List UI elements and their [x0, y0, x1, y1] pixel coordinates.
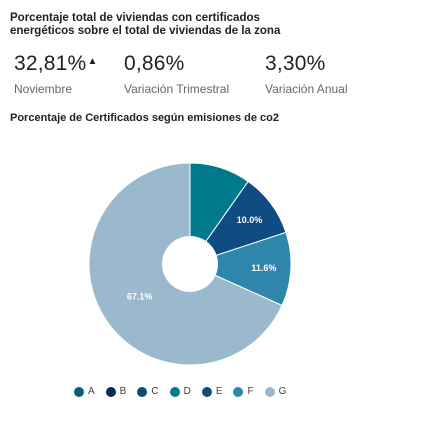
page-title: Porcentaje total de viviendas con certif…	[10, 12, 281, 37]
legend-label-F: F	[247, 386, 254, 397]
legend-label-E: E	[215, 386, 223, 397]
legend-dot-G	[264, 386, 275, 397]
triangle-up-icon: ▲	[87, 56, 98, 67]
pie-slice-F[interactable]	[188, 231, 292, 307]
legend-label-B: B	[119, 386, 127, 397]
legend-item-C[interactable]: C	[137, 386, 159, 397]
pie-label-G: 67.1%	[127, 292, 153, 302]
legend-dot-F	[233, 386, 244, 397]
stat-label-quarterly: Variación Trimestral	[124, 82, 230, 96]
legend-label-G: G	[278, 386, 287, 397]
legend-item-G[interactable]: G	[264, 386, 287, 397]
legend-label-D: D	[183, 386, 191, 397]
legend-dot-C	[137, 386, 148, 397]
stat-value-annual: 3,30%	[265, 52, 326, 75]
pie-label-E: 10.0%	[237, 215, 263, 225]
legend-dot-E	[201, 386, 212, 397]
legend-label-C: C	[151, 386, 159, 397]
legend-item-A[interactable]: A	[74, 386, 95, 397]
legend-dot-D	[169, 386, 180, 397]
stat-label-month: Noviembre	[14, 82, 73, 96]
stat-value-quarterly: 0,86%	[124, 52, 185, 75]
legend-label-A: A	[88, 386, 95, 397]
legend-item-E[interactable]: E	[201, 386, 223, 397]
chart-title: Porcentaje de Certificados según emision…	[10, 112, 279, 124]
legend-dot-B	[105, 386, 116, 397]
legend-item-D[interactable]: D	[169, 386, 191, 397]
stat-value-month: 32,81%▲	[14, 52, 98, 75]
stat-label-annual: Variación Anual	[265, 82, 348, 96]
pie-label-F: 11.6%	[251, 263, 276, 273]
donut-hole	[162, 236, 218, 292]
chart-legend: A B C D E F G	[74, 386, 286, 397]
legend-item-B[interactable]: B	[105, 386, 127, 397]
legend-item-F[interactable]: F	[233, 386, 254, 397]
legend-dot-A	[74, 386, 84, 397]
